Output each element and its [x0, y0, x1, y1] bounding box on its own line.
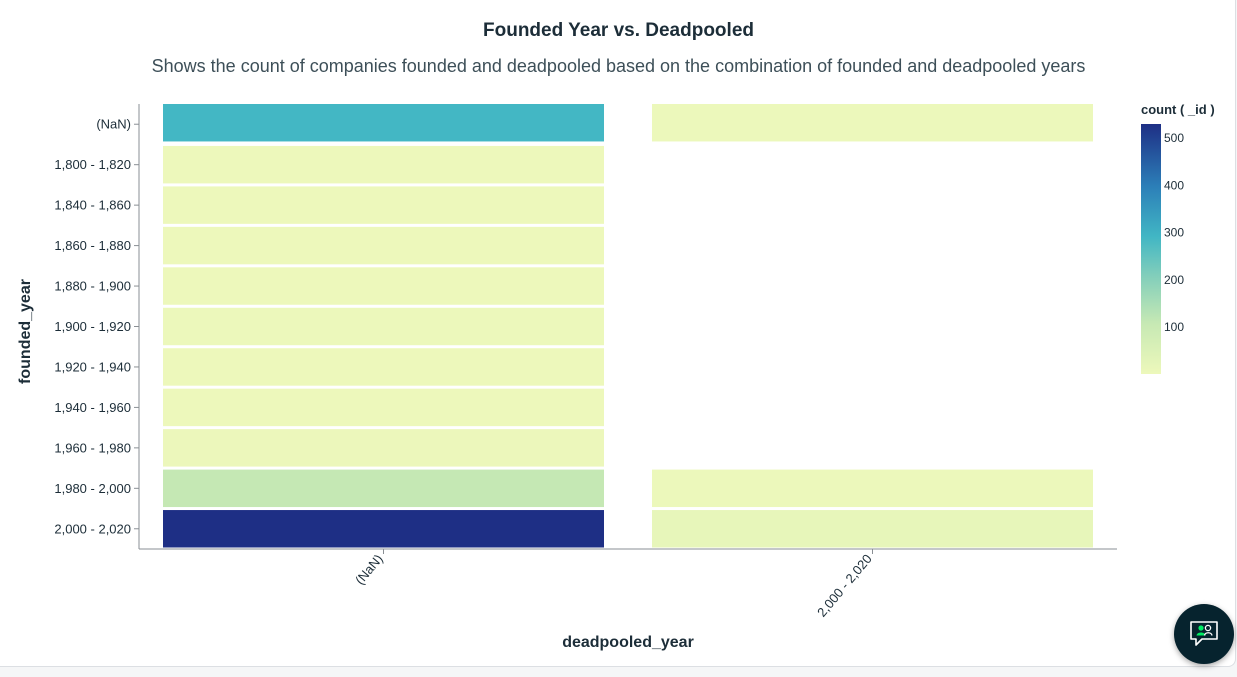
heatmap-cell: [163, 307, 604, 346]
chart-subtitle: Shows the count of companies founded and…: [151, 56, 1086, 76]
heatmap-cell: [163, 510, 604, 548]
x-tick-label: 2,000 - 2,020: [814, 551, 875, 619]
heatmap-cell: [163, 226, 604, 265]
x-tick-label: (NaN): [352, 551, 386, 587]
x-axis-title: deadpooled_year: [562, 634, 694, 651]
y-tick-label: 1,920 - 1,940: [54, 359, 131, 374]
legend-tick-label: 100: [1164, 320, 1184, 334]
y-tick-label: 1,840 - 1,860: [54, 198, 131, 213]
chat-assistant-button[interactable]: [1174, 604, 1234, 664]
legend-gradient-bar: [1141, 124, 1161, 374]
legend-title: count ( _id ): [1141, 102, 1215, 117]
y-tick-label: 1,800 - 1,820: [54, 157, 131, 172]
y-axis-title: founded_year: [17, 279, 34, 384]
chart-title: Founded Year vs. Deadpooled: [483, 20, 754, 41]
heatmap-cell: [163, 186, 604, 224]
heatmap-cell: [163, 267, 604, 305]
heatmap-cell: [163, 388, 604, 427]
chat-people-icon: [1190, 621, 1218, 646]
y-tick-label: 1,860 - 1,880: [54, 238, 131, 253]
legend-tick-label: 500: [1164, 131, 1184, 145]
y-tick-label: 1,900 - 1,920: [54, 319, 131, 334]
heatmap-cell: [163, 104, 604, 142]
heatmap-cell: [163, 469, 604, 508]
heatmap-cell: [652, 510, 1093, 548]
heatmap-cell: [652, 469, 1093, 508]
y-tick-label: 1,980 - 2,000: [54, 481, 131, 496]
legend-tick-label: 400: [1164, 178, 1184, 192]
y-tick-label: (NaN): [96, 117, 131, 132]
legend-tick-label: 300: [1164, 226, 1184, 240]
y-tick-label: 1,880 - 1,900: [54, 279, 131, 294]
legend-tick-label: 200: [1164, 273, 1184, 287]
y-tick-label: 2,000 - 2,020: [54, 521, 131, 536]
heatmap-cell: [163, 145, 604, 184]
heatmap-cell: [163, 348, 604, 386]
y-tick-label: 1,940 - 1,960: [54, 400, 131, 415]
heatmap-cell: [163, 429, 604, 467]
heatmap-cell: [652, 104, 1093, 142]
y-tick-label: 1,960 - 1,980: [54, 440, 131, 455]
